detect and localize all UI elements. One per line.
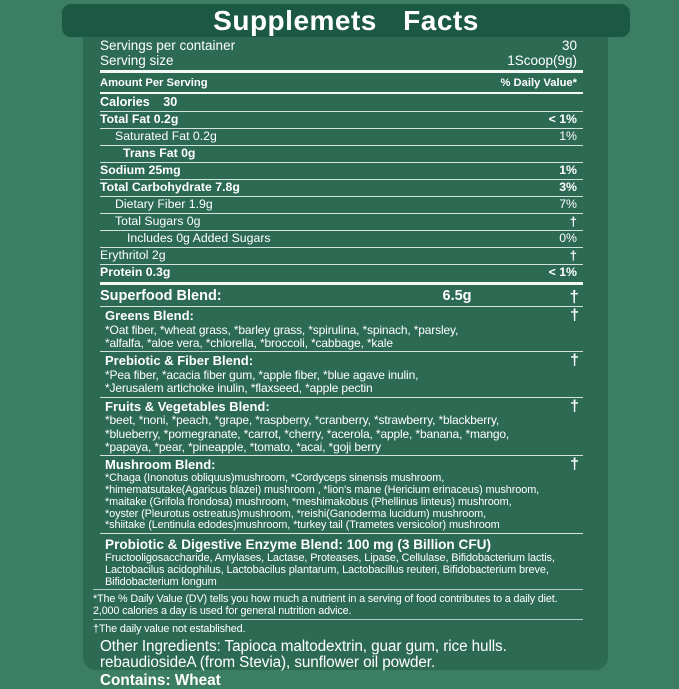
fruits-vegetables-blend-section: Fruits & Vegetables Blend: † *beet, *non… [100, 396, 583, 456]
greens-blend-section: Greens Blend: † *Oat fiber, *wheat grass… [100, 306, 583, 351]
nutrient-row-erythritol: Erythritol 2g † [100, 248, 583, 265]
blend-ingredients-line: *himematsutake(Agaricus blazei) mushroom… [105, 483, 540, 496]
daily-value-label: % Daily Value* [500, 76, 578, 89]
nutrient-row-added-sugars: Includes 0g Added Sugars 0% [100, 231, 583, 248]
nutrient-row-sodium: Sodium 25mg 1% [100, 163, 583, 180]
nutrient-label: Total Fat 0.2g [100, 112, 179, 126]
nutrient-row-total-carbohydrate: Total Carbohydrate 7.8g 3% [100, 180, 583, 197]
dagger-symbol: † [570, 456, 579, 474]
nutrient-label: Total Sugars 0g [115, 214, 201, 228]
blend-ingredients-line: *Jerusalem artichoke inulin, *flaxseed, … [105, 381, 373, 396]
calories-label: Calories [100, 94, 150, 109]
fruits-vegetables-blend-header: Fruits & Vegetables Blend: † [100, 397, 583, 415]
nutrient-label: Erythritol 2g [100, 248, 166, 262]
probiotic-enzyme-blend-header: Probiotic & Digestive Enzyme Blend: 100 … [105, 536, 491, 552]
dagger-symbol: † [569, 214, 577, 229]
blend-ingredients-line: *alfalfa, *aloe vera, *chlorella, *brocc… [105, 335, 393, 350]
serving-size-row: Serving size 1Scoop(9g) [100, 53, 583, 68]
blend-ingredients-line: *Pea fiber, *acacia fiber gum, *apple fi… [105, 367, 419, 382]
superfood-blend-row: Superfood Blend: 6.5g † [100, 287, 583, 307]
nutrient-value: 0% [559, 231, 577, 245]
nutrient-value: 1% [559, 129, 577, 143]
mushroom-blend-header: Mushroom Blend: † [100, 456, 583, 474]
calories-value: 30 [163, 94, 178, 109]
blend-ingredients-line: *maitake (Grifola frondosa) mushroom, *m… [105, 495, 512, 508]
contains-allergen-statement: Contains: Wheat [100, 671, 221, 689]
daily-value-footnote: *The % Daily Value (DV) tells you how mu… [93, 589, 583, 619]
nutrient-row-total-sugars: Total Sugars 0g † [100, 214, 583, 231]
nutrient-value: 3% [559, 180, 577, 194]
blend-ingredients-line: *oyster (Pleurotus ostreatus)mushroom, *… [105, 507, 487, 520]
blend-ingredients-line: *Chaga (Inonotus obliquus)mushroom, *Cor… [105, 471, 445, 484]
blend-ingredients-line: *Oat fiber, *wheat grass, *barley grass,… [105, 322, 459, 337]
probiotic-ingredients-line: Bifidobacterium longum [105, 576, 217, 589]
dagger-symbol: † [570, 352, 579, 370]
greens-blend-header: Greens Blend: † [100, 307, 583, 324]
nutrient-label: Protein 0.3g [100, 265, 171, 279]
nutrient-row-trans-fat: Trans Fat 0g [100, 146, 583, 163]
blend-ingredients-line: *papaya, *pear, *pineapple, *tomato, *ac… [105, 439, 381, 454]
mushroom-blend-section: Mushroom Blend: † *Chaga (Inonotus obliq… [100, 455, 583, 533]
nutrient-row-dietary-fiber: Dietary Fiber 1.9g 7% [100, 197, 583, 214]
page-title: Supplemets Facts [213, 4, 479, 36]
nutrient-label: Includes 0g Added Sugars [127, 231, 271, 245]
footnote-line: 2,000 calories a day is used for general… [93, 605, 352, 618]
dagger-symbol: † [569, 287, 579, 306]
footnote-line: †The daily value not established. [93, 622, 246, 635]
dagger-symbol: † [569, 248, 577, 263]
probiotic-ingredients-line: Lactobacilus acidophilus, Lactobacilus p… [105, 564, 549, 577]
dagger-symbol: † [570, 397, 579, 415]
blend-name: Fruits & Vegetables Blend: [105, 398, 270, 414]
nutrient-label: Total Carbohydrate 7.8g [100, 180, 240, 194]
blend-name: Greens Blend: [105, 308, 194, 323]
servings-value: 30 [561, 38, 577, 53]
nutrient-label: Dietary Fiber 1.9g [115, 197, 213, 211]
blend-ingredients-line: *shiitake (Lentinula edodes)mushroom, *t… [105, 519, 500, 532]
dagger-symbol: † [570, 307, 579, 324]
prebiotic-fiber-blend-section: Prebiotic & Fiber Blend: † *Pea fiber, *… [100, 351, 583, 396]
daily-value-not-established-note: †The daily value not established. [93, 619, 583, 637]
nutrient-label: Saturated Fat 0.2g [115, 129, 217, 143]
nutrient-label: Trans Fat 0g [123, 146, 196, 160]
panel-content: Servings per container 30 Serving size 1… [93, 38, 583, 689]
superfood-blend-amount: 6.5g [442, 288, 472, 304]
superfood-blend-label: Superfood Blend: [100, 288, 222, 304]
blend-name: Mushroom Blend: [105, 457, 216, 473]
calories-row: Calories 30 [100, 94, 583, 112]
amount-per-serving-label: Amount Per Serving [100, 76, 208, 89]
nutrient-value: 1% [559, 163, 577, 177]
probiotic-ingredients-line: Fructooligosaccharide, Amylases, Lactase… [105, 551, 555, 564]
nutrient-label: Sodium 25mg [100, 163, 181, 177]
thick-divider-superfood [100, 281, 583, 285]
other-ingredients-line: Other Ingredients: Tapioca maltodextrin,… [100, 637, 507, 655]
other-ingredients-section: Other Ingredients: Tapioca maltodextrin,… [100, 637, 583, 689]
nutrient-row-protein: Protein 0.3g < 1% [100, 265, 583, 281]
blend-ingredients-line: *blueberry, *pomegranate, *carrot, *cher… [105, 426, 510, 441]
title-band: Supplemets Facts [62, 4, 630, 37]
blend-name: Prebiotic & Fiber Blend: [105, 353, 254, 369]
serving-size-value: 1Scoop(9g) [507, 53, 577, 68]
nutrient-value: 7% [559, 197, 577, 211]
footnote-line: *The % Daily Value (DV) tells you how mu… [93, 593, 558, 606]
supplement-facts-panel: Servings per container 30 Serving size 1… [83, 20, 608, 689]
nutrient-row-total-fat: Total Fat 0.2g < 1% [100, 112, 583, 129]
serving-size-label: Serving size [100, 53, 174, 68]
servings-label: Servings per container [100, 38, 236, 53]
nutrient-value: < 1% [548, 265, 577, 279]
nutrient-value: < 1% [548, 112, 577, 126]
thick-divider-top [100, 69, 583, 73]
blend-ingredients-line: *beet, *noni, *peach, *grape, *raspberry… [105, 413, 500, 428]
other-ingredients-line: rebaudiosideA (from Stevia), sunflower o… [100, 654, 436, 672]
nutrient-row-saturated-fat: Saturated Fat 0.2g 1% [100, 129, 583, 146]
servings-per-container-row: Servings per container 30 [100, 38, 583, 53]
nutrient-value [577, 147, 583, 160]
amount-per-serving-row: Amount Per Serving % Daily Value* [100, 75, 583, 94]
probiotic-enzyme-blend-section: Probiotic & Digestive Enzyme Blend: 100 … [100, 533, 583, 589]
prebiotic-fiber-blend-header: Prebiotic & Fiber Blend: † [100, 352, 583, 370]
